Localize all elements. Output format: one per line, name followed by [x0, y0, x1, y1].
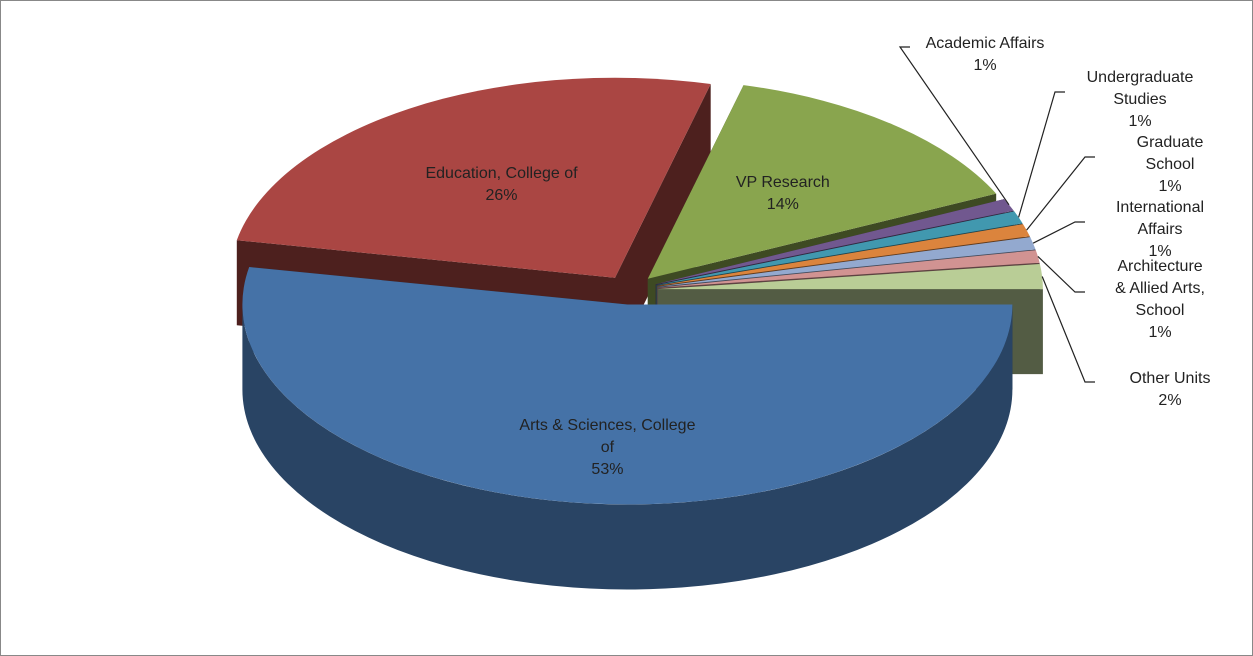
data-label: Undergraduate Studies 1% — [1084, 67, 1197, 133]
label-category: Architecture & Allied Arts, School — [1115, 258, 1205, 319]
label-value: 1% — [1128, 113, 1152, 130]
label-category: International Affairs — [1115, 199, 1205, 238]
data-label: International Affairs 1% — [1114, 197, 1207, 263]
label-category: VP Research — [735, 174, 830, 192]
label-value: 26% — [485, 186, 518, 204]
slice — [236, 77, 711, 278]
label-category: Education, College of — [425, 164, 578, 182]
leader-line — [1037, 255, 1085, 293]
slice-side — [615, 84, 711, 363]
label-value: 14% — [766, 196, 799, 214]
data-label: Academic Affairs 1% — [926, 33, 1045, 77]
data-label: VP Research 14% — [736, 172, 830, 216]
slice — [656, 211, 1023, 286]
label-category: Graduate School — [1136, 134, 1204, 173]
slice — [647, 85, 997, 279]
slice — [656, 224, 1030, 286]
slice — [657, 237, 1036, 287]
data-label: Education, College of 26% — [425, 163, 577, 207]
leader-line — [1041, 276, 1095, 383]
data-label: Arts & Sciences, College of 53% — [512, 415, 702, 481]
slice — [242, 267, 1013, 505]
label-value: 1% — [1148, 243, 1172, 260]
label-category: Other Units — [1129, 370, 1211, 387]
slice — [655, 199, 1014, 285]
data-label: Architecture & Allied Arts, School 1% — [1114, 256, 1207, 344]
leader-line — [898, 46, 1010, 206]
label-category: Academic Affairs — [925, 35, 1045, 52]
data-label: Graduate School 1% — [1129, 132, 1212, 198]
slice — [657, 250, 1040, 288]
label-value: 2% — [1158, 392, 1182, 409]
slice — [657, 264, 1043, 290]
label-value: 1% — [1148, 324, 1172, 341]
slice-side — [242, 304, 1013, 590]
label-value: 1% — [1158, 178, 1182, 195]
label-value: 1% — [973, 57, 997, 74]
label-category: Undergraduate Studies — [1086, 69, 1194, 108]
data-label: Other Units 2% — [1130, 368, 1211, 412]
leader-line — [1032, 221, 1085, 244]
leader-line — [1026, 156, 1095, 231]
leader-line — [1018, 91, 1065, 218]
label-value: 53% — [591, 460, 624, 478]
label-category: Arts & Sciences, College of — [519, 416, 696, 456]
